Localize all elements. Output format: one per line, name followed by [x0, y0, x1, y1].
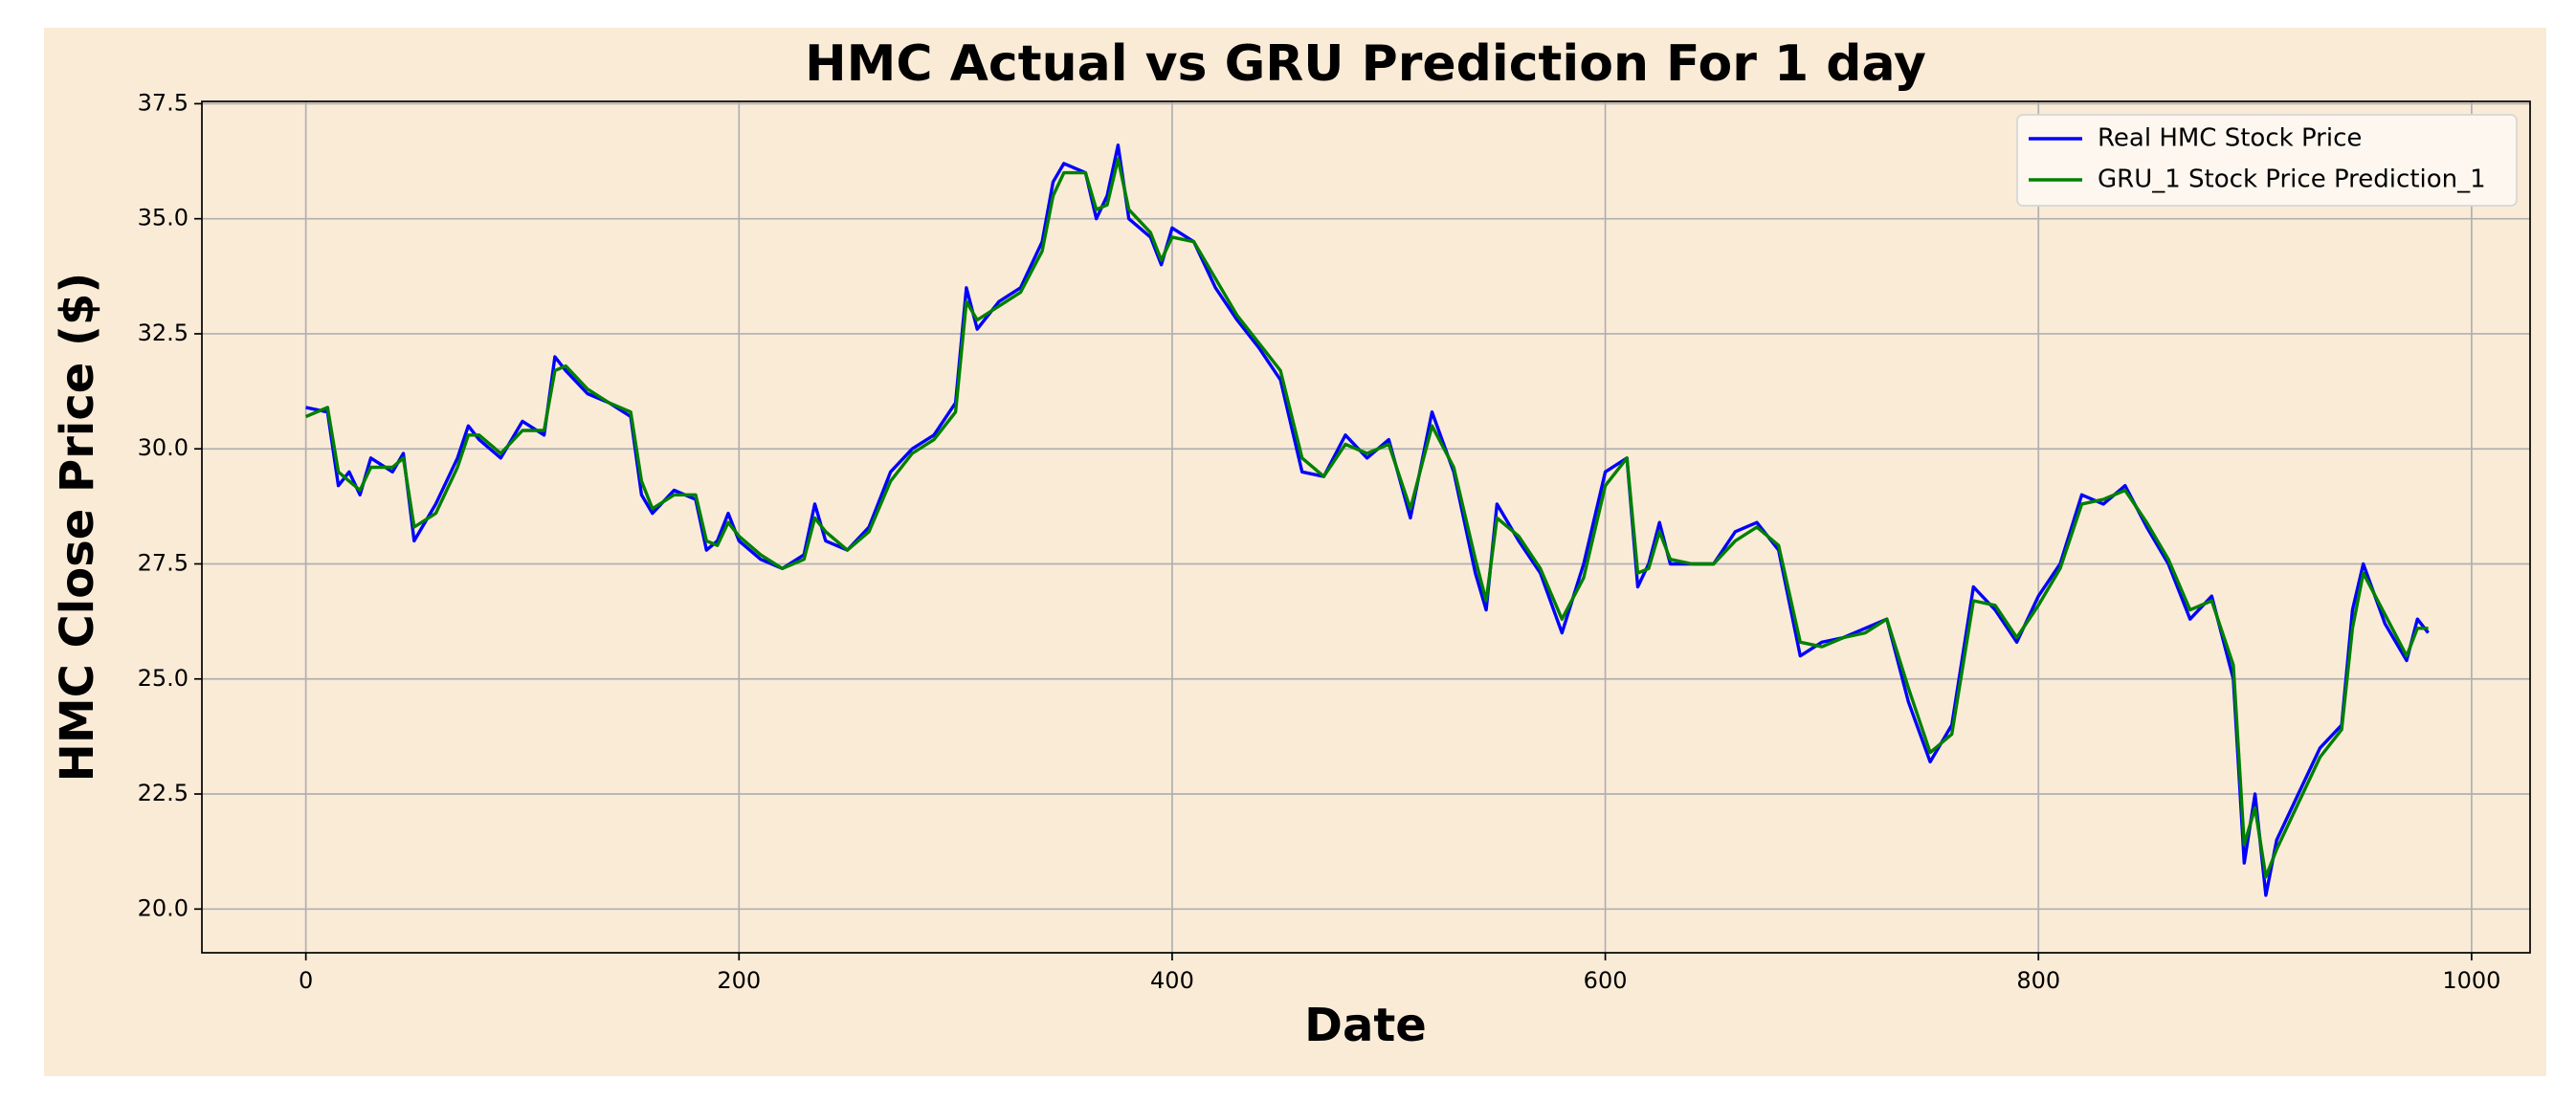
chart-title: HMC Actual vs GRU Prediction For 1 day — [805, 35, 1926, 93]
x-tick-label: 0 — [299, 967, 313, 994]
legend-label: Real HMC Stock Price — [2098, 124, 2362, 153]
y-tick-label: 35.0 — [138, 205, 189, 231]
y-tick-label: 20.0 — [138, 894, 189, 921]
legend: Real HMC Stock Price GRU_1 Stock Price Pr… — [2016, 114, 2518, 207]
series-line — [304, 157, 2429, 879]
x-tick-label: 600 — [1584, 967, 1628, 994]
x-tick-label: 400 — [1150, 967, 1194, 994]
legend-box — [2016, 114, 2518, 207]
y-tick-label: 25.0 — [138, 665, 189, 692]
x-axis-label: Date — [1304, 999, 1427, 1052]
y-tick-label: 27.5 — [138, 549, 189, 576]
series-line — [305, 143, 2430, 897]
y-tick-label: 30.0 — [138, 434, 189, 461]
legend-label: GRU_1 Stock Price Prediction_1 — [2098, 165, 2486, 194]
y-tick-label: 37.5 — [138, 89, 189, 116]
y-tick-label: 32.5 — [138, 320, 189, 346]
y-tick-label: 22.5 — [138, 780, 189, 806]
x-tick-label: 800 — [2016, 967, 2060, 994]
x-tick-label: 200 — [717, 967, 761, 994]
plot-frame — [201, 100, 2531, 954]
x-tick-label: 1000 — [2442, 967, 2500, 994]
y-axis-label: HMC Close Price ($) — [51, 273, 104, 782]
